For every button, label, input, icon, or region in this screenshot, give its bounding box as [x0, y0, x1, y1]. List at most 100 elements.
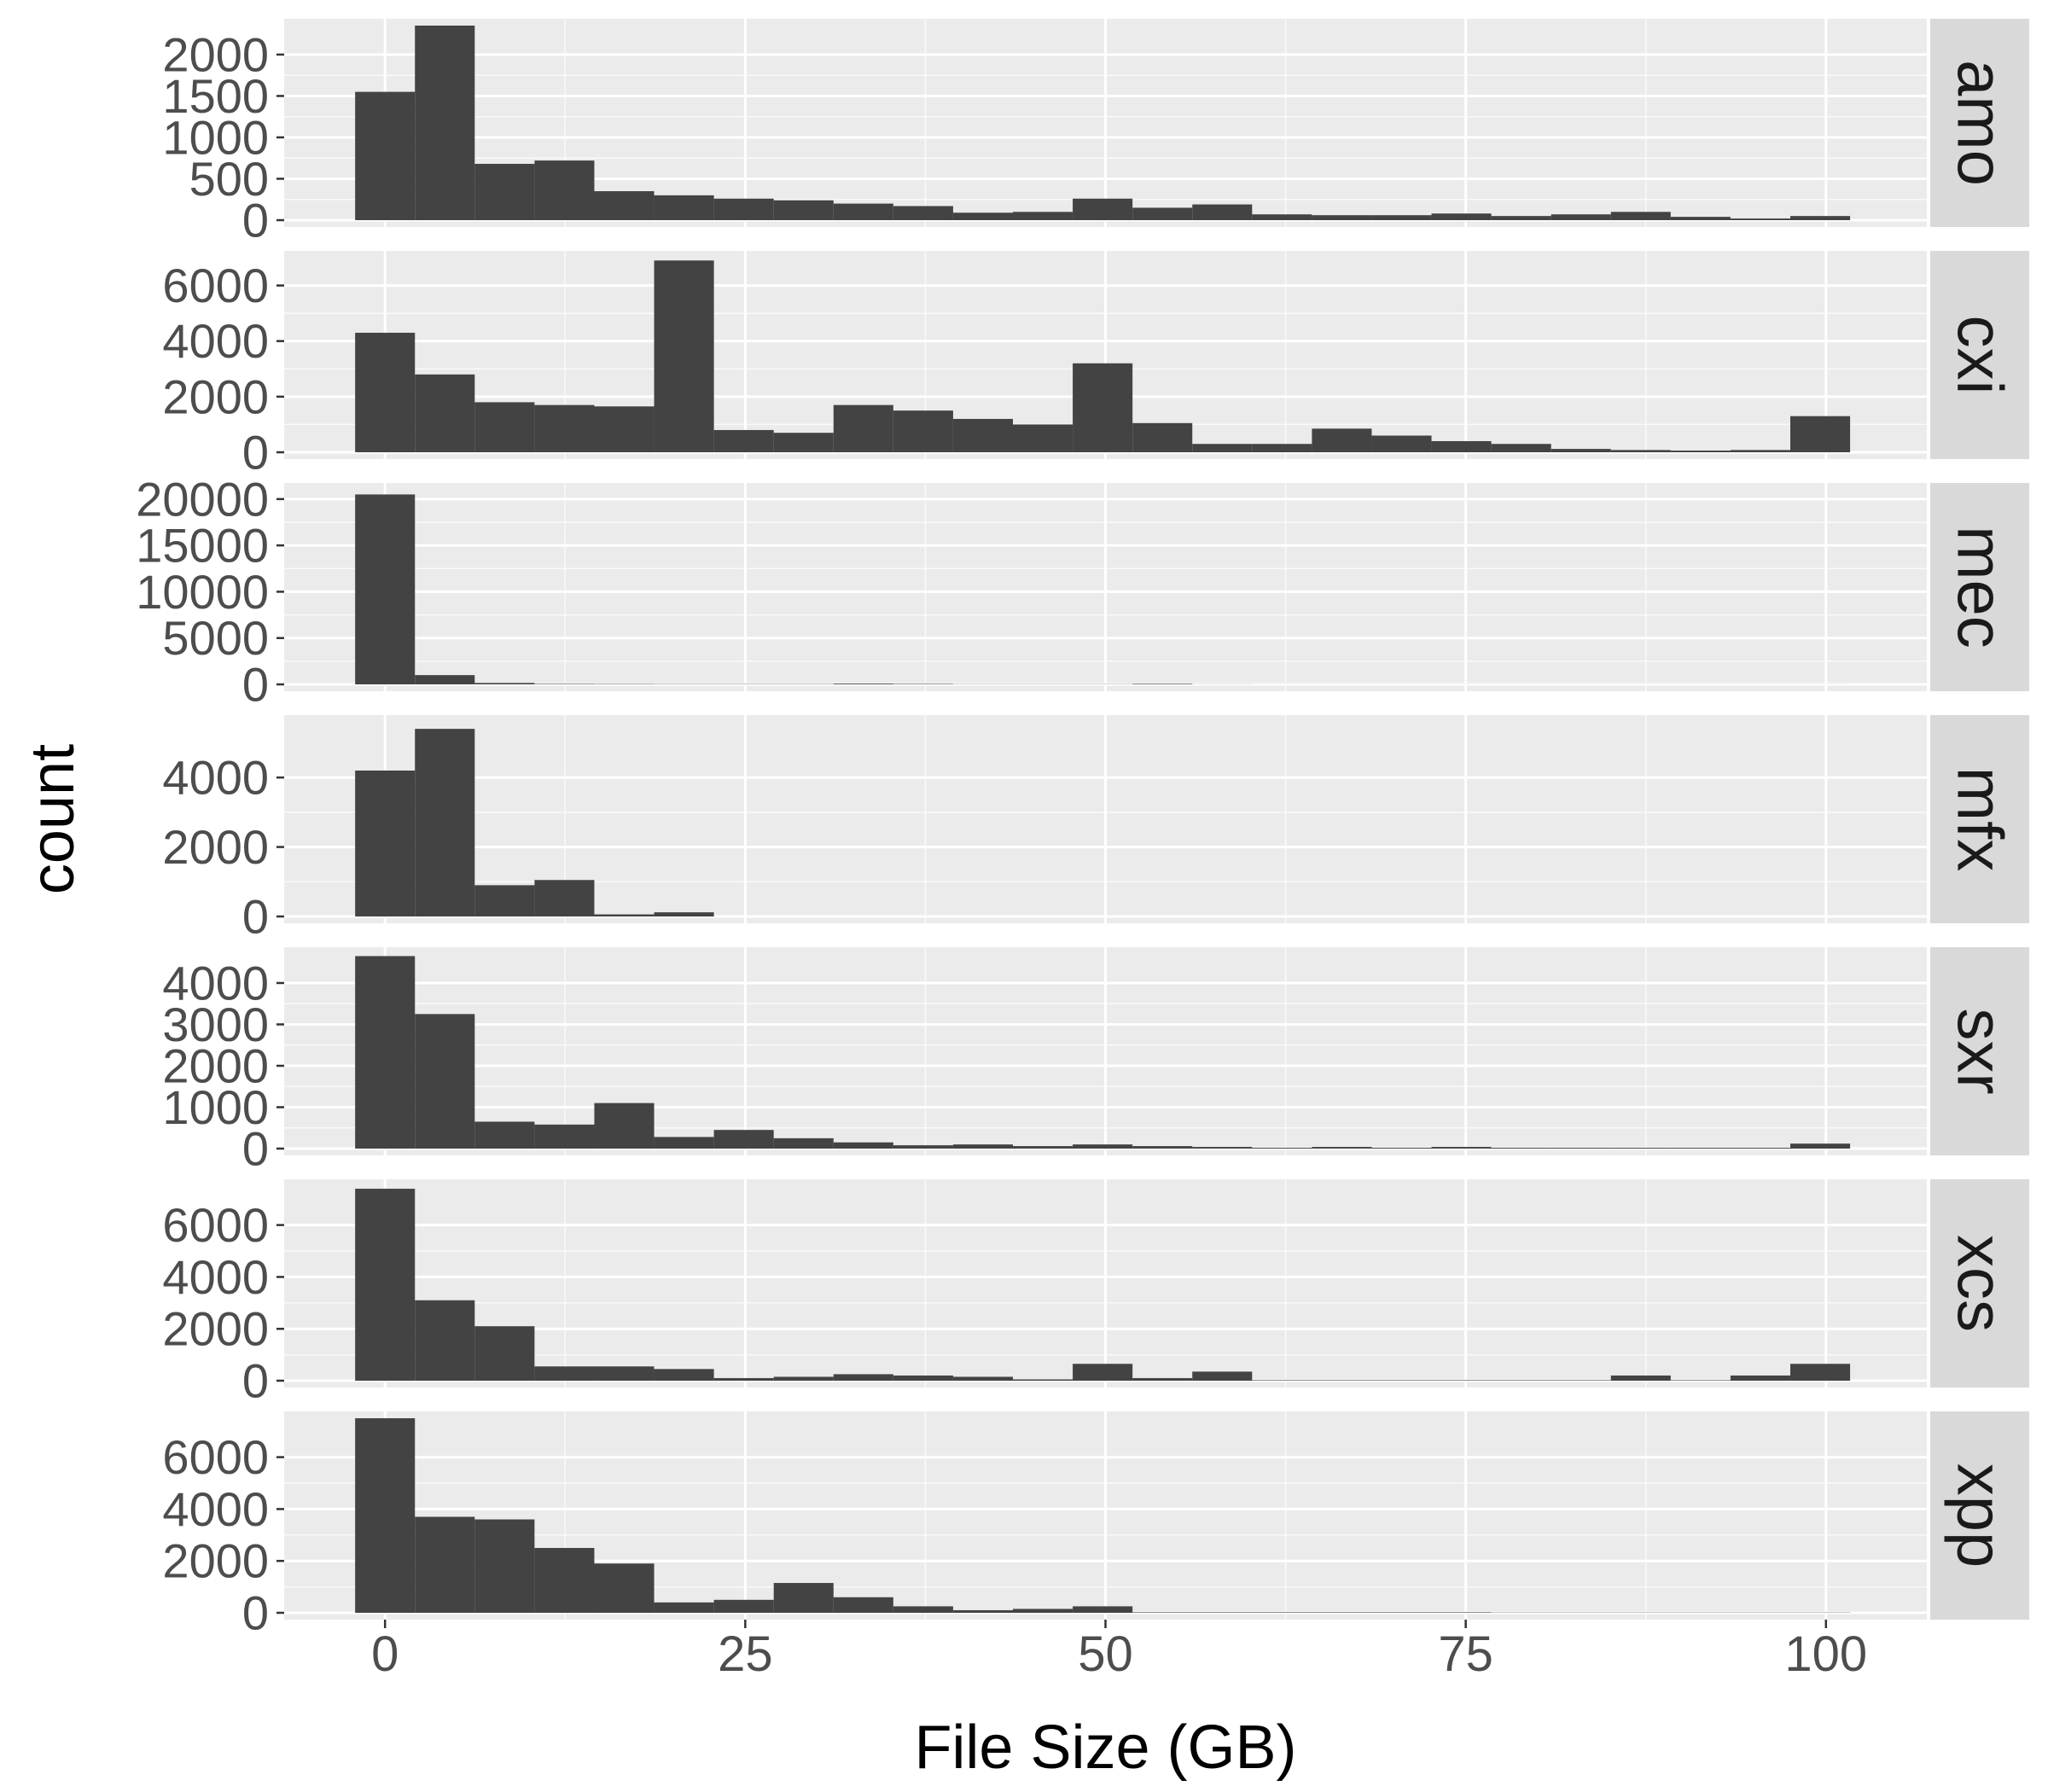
histogram-bar-amo [1610, 212, 1671, 220]
y-tick-label-mfx: 2000 [162, 820, 269, 874]
histogram-bar-xpp [1312, 1612, 1372, 1613]
histogram-bar-cxi [1431, 440, 1492, 452]
histogram-bar-xcs [1252, 1380, 1312, 1381]
facet-strip-label-xpp: xpp [1944, 1463, 2016, 1568]
histogram-bar-sxr [1670, 1148, 1731, 1149]
histogram-bar-amo [1371, 215, 1432, 220]
y-tick-label-xcs: 2000 [162, 1302, 269, 1356]
y-tick-label-xpp: 4000 [162, 1482, 269, 1536]
histogram-bar-cxi [474, 402, 535, 452]
y-tick-label-mec: 20000 [136, 472, 269, 526]
histogram-bar-xcs [594, 1366, 655, 1381]
histogram-bar-mec [415, 675, 475, 684]
y-tick-label-sxr: 2000 [162, 1039, 269, 1092]
histogram-bar-cxi [1252, 444, 1312, 452]
histogram-bar-xcs [1132, 1377, 1193, 1381]
histogram-bar-xpp [773, 1583, 834, 1613]
histogram-bar-xpp [415, 1516, 475, 1613]
histogram-bar-mfx [654, 912, 714, 916]
histogram-bar-sxr [474, 1121, 535, 1149]
y-tick-label-xcs: 6000 [162, 1198, 269, 1252]
x-tick-label: 0 [371, 1626, 399, 1682]
histogram-bar-amo [1013, 212, 1073, 220]
histogram-bar-xcs [1073, 1364, 1133, 1381]
histogram-bar-amo [1670, 217, 1731, 220]
histogram-bar-cxi [1551, 449, 1611, 452]
histogram-bar-sxr [1551, 1148, 1611, 1149]
histogram-bar-cxi [952, 418, 1014, 452]
histogram-bar-xcs [833, 1374, 893, 1381]
histogram-bar-sxr [1491, 1148, 1551, 1149]
y-tick-label-sxr: 4000 [162, 956, 269, 1009]
histogram-bar-xcs [1371, 1380, 1432, 1381]
histogram-bar-amo [1132, 207, 1193, 220]
facet-strip-label-amo: amo [1944, 60, 2016, 186]
histogram-bar-sxr [1252, 1148, 1312, 1149]
facet-strip-cxi [1930, 251, 2029, 459]
histogram-bar-cxi [355, 332, 416, 452]
histogram-bar-sxr [893, 1145, 953, 1149]
histogram-bar-amo [1192, 204, 1253, 220]
y-tick-label-xcs: 4000 [162, 1250, 269, 1304]
y-tick-label-sxr: 3000 [162, 998, 269, 1051]
facet-strip-sxr [1930, 947, 2029, 1155]
facet-strip-mec [1930, 483, 2029, 691]
y-tick-label-amo: 0 [242, 194, 269, 247]
y-tick-label-amo: 500 [189, 152, 269, 206]
facet-strip-xpp [1930, 1411, 2029, 1620]
histogram-bar-xpp [893, 1606, 953, 1613]
histogram-bar-cxi [1312, 428, 1372, 452]
histogram-bar-sxr [1431, 1147, 1492, 1149]
histogram-bar-mfx [474, 885, 535, 916]
histogram-bar-xpp [1013, 1609, 1073, 1613]
histogram-bar-xpp [1252, 1612, 1312, 1613]
histogram-bar-amo [1730, 218, 1791, 220]
histogram-bar-amo [1551, 214, 1611, 220]
histogram-bar-xcs [773, 1376, 834, 1381]
histogram-bar-amo [355, 91, 416, 220]
y-tick-label-xpp: 6000 [162, 1430, 269, 1484]
histogram-bar-amo [773, 200, 834, 220]
histogram-bar-amo [594, 191, 655, 220]
histogram-bar-xpp [952, 1609, 1014, 1613]
histogram-bar-mec [355, 494, 416, 684]
histogram-bar-xcs [893, 1375, 953, 1381]
y-tick-label-mec: 0 [242, 658, 269, 712]
histogram-bar-cxi [1610, 450, 1671, 452]
facet-strip-mfx [1930, 715, 2029, 923]
histogram-bar-cxi [1192, 444, 1253, 452]
histogram-bar-amo [1312, 215, 1372, 220]
histogram-bar-amo [1790, 216, 1851, 220]
histogram-bar-sxr [355, 956, 416, 1149]
histogram-bar-xpp [713, 1599, 774, 1613]
x-axis-title: File Size (GB) [914, 1713, 1296, 1782]
facet-strip-label-mec: mec [1944, 526, 2016, 649]
histogram-bar-sxr [594, 1103, 655, 1149]
histogram-bar-mfx [594, 914, 655, 916]
histogram-bar-xcs [952, 1376, 1014, 1381]
histogram-bar-sxr [534, 1124, 595, 1149]
histogram-bar-xcs [654, 1369, 714, 1381]
histogram-bar-amo [534, 160, 595, 220]
histogram-bar-amo [474, 164, 535, 220]
histogram-bar-xcs [1551, 1380, 1611, 1381]
histogram-bar-amo [833, 203, 893, 220]
histogram-bar-amo [654, 195, 714, 220]
histogram-bar-xpp [1371, 1612, 1432, 1613]
histogram-bar-xcs [1491, 1380, 1551, 1381]
histogram-bar-cxi [1013, 424, 1073, 452]
y-tick-label-amo: 1000 [162, 110, 269, 164]
histogram-bar-xpp [833, 1597, 893, 1613]
y-tick-label-mfx: 0 [242, 890, 269, 944]
histogram-bar-amo [415, 26, 475, 220]
histogram-bar-xcs [474, 1326, 535, 1381]
histogram-bar-xpp [1073, 1606, 1133, 1613]
y-tick-label-sxr: 1000 [162, 1080, 269, 1134]
facet-strip-amo [1930, 19, 2029, 227]
histogram-bar-sxr [1132, 1146, 1193, 1149]
histogram-bar-sxr [1013, 1146, 1073, 1149]
facet-strip-label-mfx: mfx [1944, 767, 2016, 871]
x-tick-label: 75 [1438, 1626, 1493, 1682]
x-tick-label: 100 [1784, 1626, 1867, 1682]
